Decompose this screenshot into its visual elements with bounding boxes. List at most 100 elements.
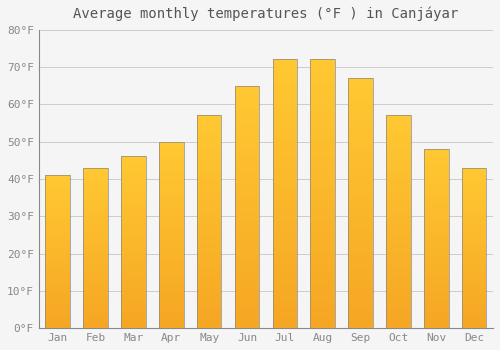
Bar [159, 224, 184, 228]
Bar [197, 209, 222, 213]
Bar [197, 311, 222, 315]
Bar [462, 232, 486, 235]
Bar [348, 213, 373, 218]
Bar [159, 295, 184, 298]
Bar [310, 204, 335, 210]
Bar [348, 173, 373, 178]
Bar [272, 204, 297, 210]
Bar [424, 257, 448, 260]
Bar [424, 253, 448, 257]
Bar [424, 174, 448, 178]
Bar [348, 268, 373, 273]
Bar [348, 243, 373, 248]
Bar [159, 197, 184, 201]
Bar [84, 216, 108, 219]
Bar [462, 286, 486, 290]
Bar [234, 265, 260, 270]
Bar [386, 226, 410, 230]
Bar [197, 290, 222, 294]
Bar [197, 116, 222, 328]
Bar [234, 217, 260, 222]
Bar [462, 277, 486, 280]
Bar [310, 70, 335, 76]
Bar [310, 103, 335, 108]
Bar [386, 175, 410, 179]
Bar [310, 264, 335, 269]
Bar [234, 129, 260, 134]
Bar [386, 192, 410, 196]
Bar [386, 234, 410, 239]
Bar [424, 307, 448, 310]
Bar [46, 270, 70, 273]
Bar [386, 247, 410, 252]
Bar [46, 288, 70, 292]
Bar [386, 124, 410, 128]
Bar [234, 236, 260, 241]
Bar [424, 267, 448, 271]
Bar [46, 194, 70, 197]
Bar [424, 242, 448, 246]
Bar [234, 309, 260, 314]
Bar [310, 221, 335, 226]
Bar [121, 284, 146, 287]
Bar [234, 202, 260, 207]
Bar [121, 304, 146, 308]
Bar [84, 312, 108, 315]
Bar [462, 299, 486, 302]
Bar [46, 319, 70, 322]
Bar [424, 282, 448, 285]
Bar [159, 313, 184, 317]
Bar [424, 260, 448, 264]
Bar [462, 293, 486, 296]
Bar [348, 93, 373, 98]
Bar [348, 298, 373, 303]
Bar [159, 149, 184, 153]
Bar [234, 294, 260, 299]
Bar [234, 318, 260, 323]
Bar [310, 194, 335, 199]
Bar [197, 239, 222, 243]
Bar [462, 209, 486, 212]
Bar [159, 153, 184, 156]
Bar [424, 170, 448, 174]
Bar [386, 268, 410, 273]
Bar [424, 296, 448, 300]
Bar [46, 203, 70, 206]
Bar [84, 241, 108, 245]
Bar [348, 198, 373, 203]
Bar [159, 321, 184, 324]
Bar [197, 154, 222, 158]
Bar [386, 120, 410, 124]
Bar [462, 325, 486, 328]
Bar [424, 149, 448, 328]
Bar [197, 162, 222, 167]
Bar [462, 197, 486, 200]
Bar [462, 283, 486, 286]
Bar [424, 249, 448, 253]
Bar [272, 172, 297, 178]
Bar [197, 183, 222, 188]
Bar [386, 277, 410, 281]
Bar [348, 113, 373, 118]
Bar [310, 119, 335, 124]
Bar [386, 179, 410, 183]
Bar [121, 160, 146, 163]
Bar [310, 226, 335, 231]
Bar [46, 258, 70, 261]
Bar [272, 312, 297, 317]
Bar [462, 261, 486, 264]
Bar [159, 246, 184, 250]
Bar [46, 304, 70, 307]
Bar [121, 211, 146, 215]
Bar [234, 260, 260, 265]
Bar [121, 242, 146, 246]
Bar [462, 181, 486, 184]
Bar [46, 175, 70, 328]
Bar [197, 307, 222, 311]
Bar [386, 149, 410, 154]
Bar [424, 199, 448, 203]
Bar [462, 174, 486, 177]
Bar [84, 225, 108, 229]
Bar [159, 317, 184, 321]
Bar [462, 306, 486, 309]
